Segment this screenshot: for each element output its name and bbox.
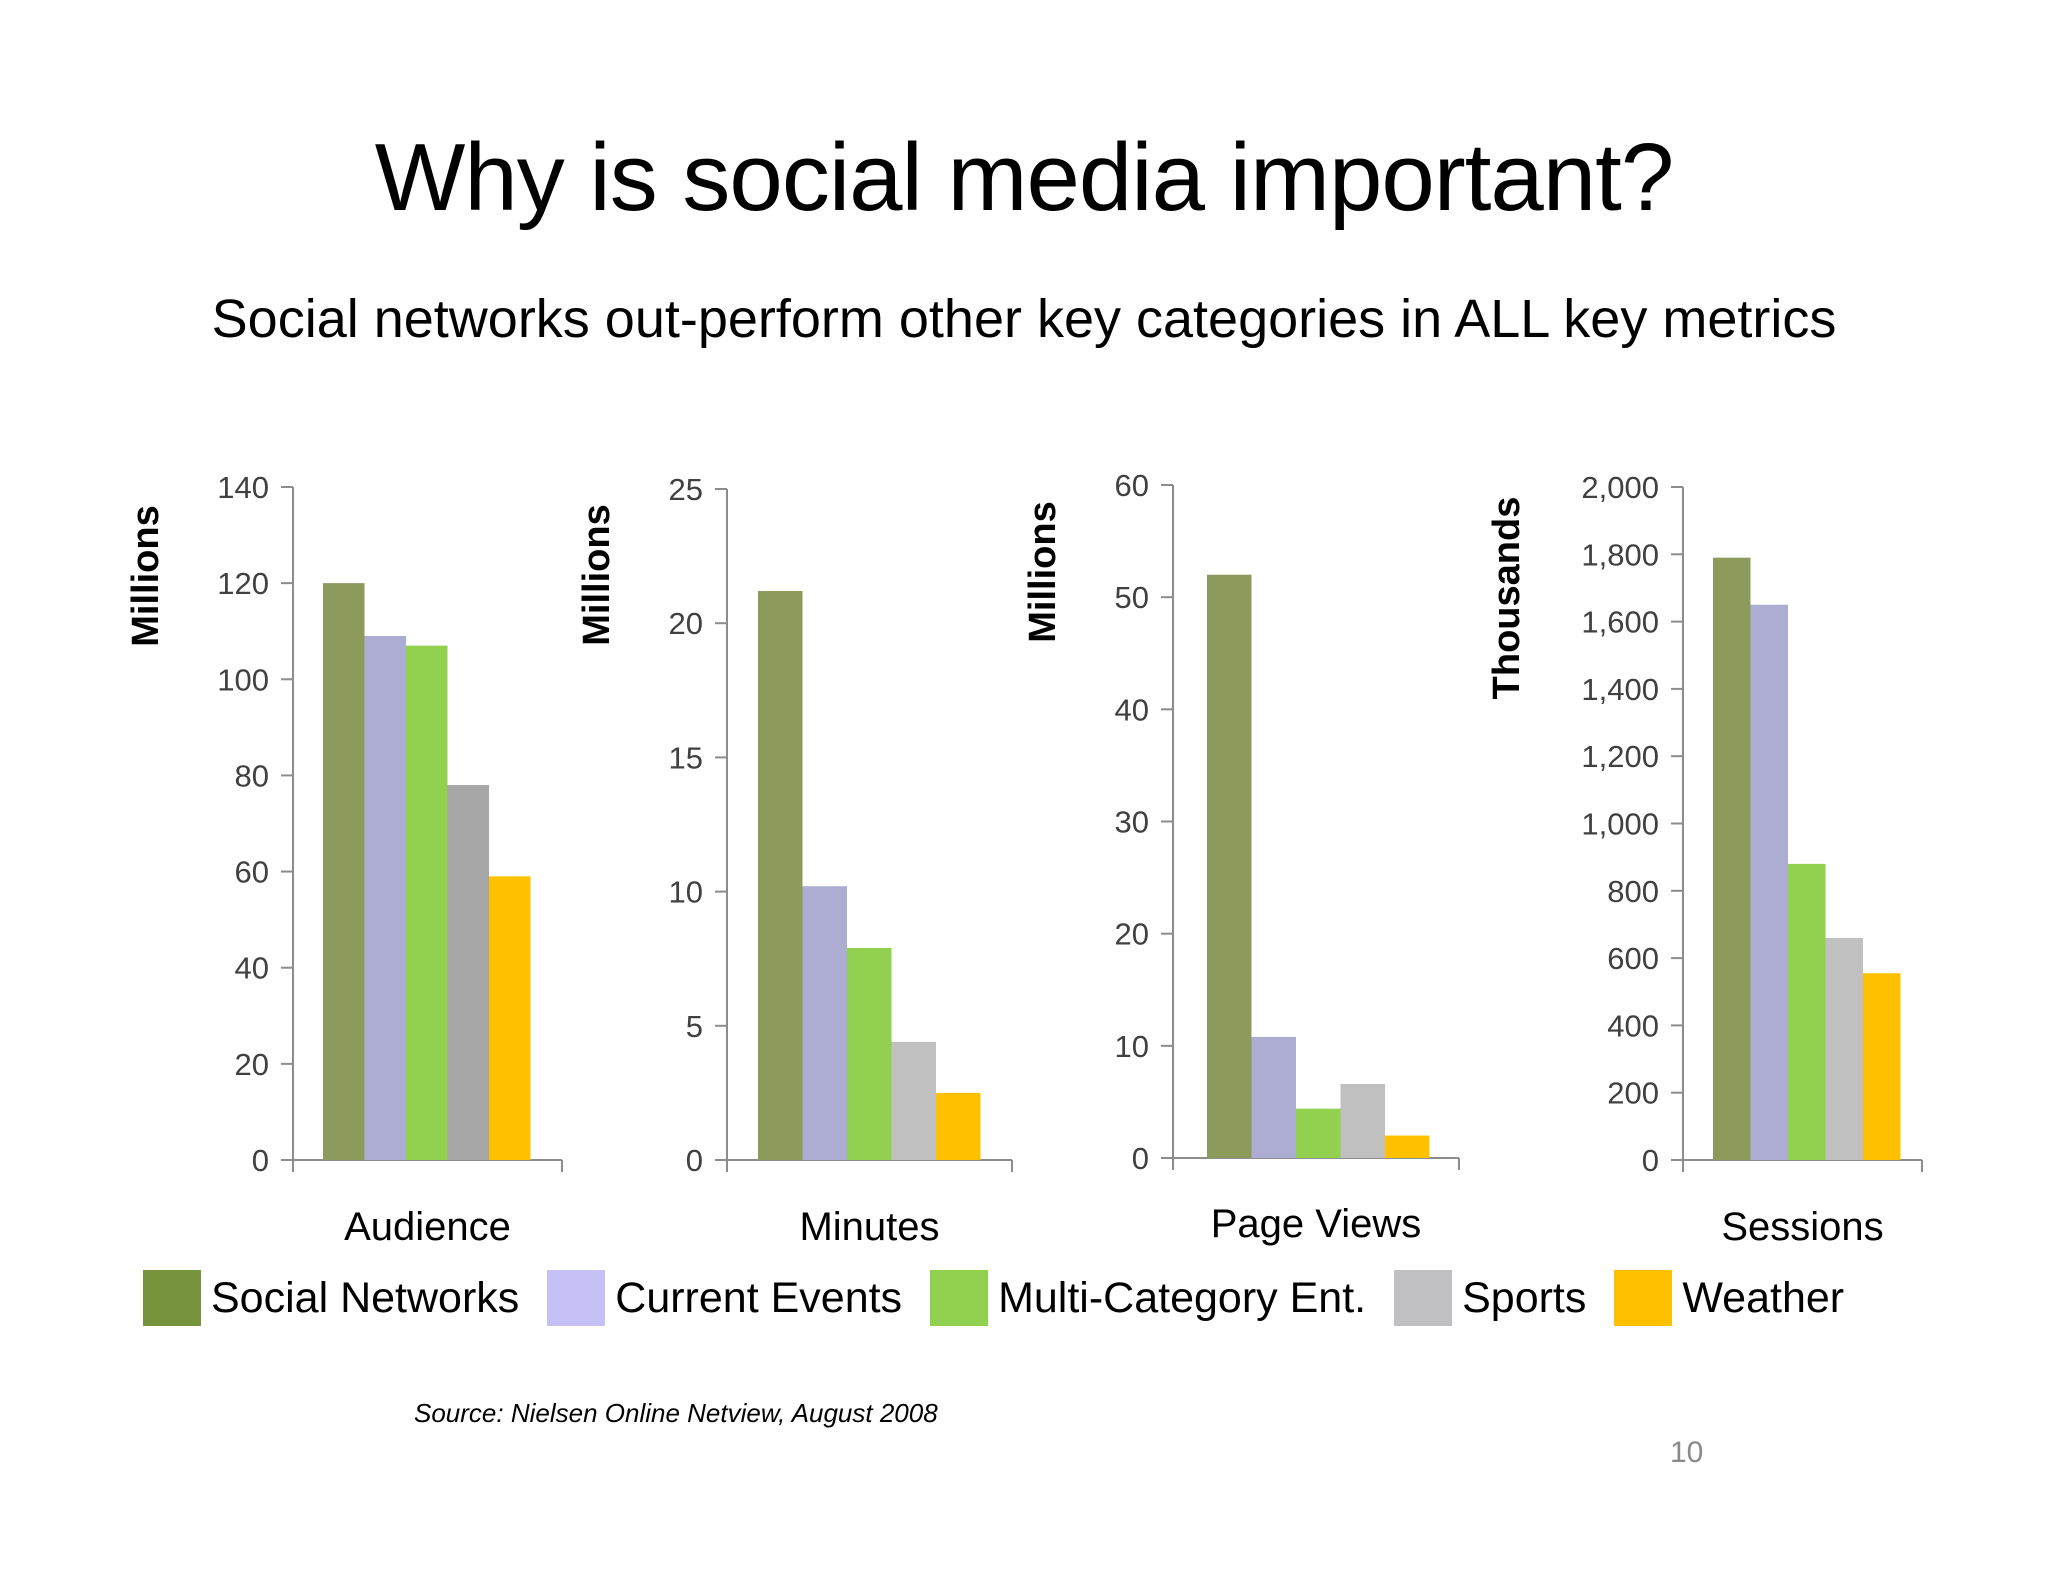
bar-social-networks bbox=[1207, 574, 1252, 1158]
y-tick-label: 100 bbox=[217, 662, 269, 697]
bar-current-events bbox=[1251, 1036, 1296, 1158]
y-tick-label: 20 bbox=[1115, 917, 1149, 952]
y-tick-label: 1,400 bbox=[1581, 672, 1659, 707]
legend-label: Multi-Category Ent. bbox=[998, 1273, 1367, 1322]
bar-social-networks bbox=[323, 583, 365, 1160]
y-axis-title: Millions bbox=[1022, 501, 1064, 642]
y-tick-label: 30 bbox=[1115, 805, 1149, 840]
legend-label: Social Networks bbox=[211, 1273, 520, 1322]
y-tick-label: 140 bbox=[217, 470, 269, 505]
legend-swatch bbox=[547, 1270, 606, 1326]
y-tick-label: 60 bbox=[235, 855, 269, 890]
page-number: 10 bbox=[1670, 1436, 1704, 1469]
bar-weather bbox=[489, 876, 531, 1160]
y-tick-label: 400 bbox=[1607, 1008, 1659, 1043]
bar-social-networks bbox=[1713, 557, 1751, 1160]
x-axis-title: Audience bbox=[344, 1205, 511, 1249]
y-tick-label: 200 bbox=[1607, 1076, 1659, 1111]
y-tick-label: 10 bbox=[669, 875, 703, 910]
y-tick-label: 2,000 bbox=[1581, 470, 1659, 505]
y-tick-label: 0 bbox=[1132, 1141, 1149, 1176]
y-tick-label: 10 bbox=[1115, 1029, 1149, 1064]
y-axis-title: Thousands bbox=[1486, 497, 1528, 700]
bar-current-events bbox=[1750, 604, 1788, 1160]
bar-sports bbox=[1825, 937, 1863, 1160]
legend-swatch bbox=[930, 1270, 989, 1326]
y-tick-label: 0 bbox=[1642, 1143, 1659, 1178]
bar-weather bbox=[1863, 973, 1901, 1160]
legend-item-current-events: Current Events bbox=[547, 1270, 902, 1326]
y-tick-label: 1,200 bbox=[1581, 739, 1659, 774]
bar-multi-category-ent bbox=[847, 947, 892, 1160]
y-tick-label: 5 bbox=[686, 1009, 703, 1044]
y-tick-label: 1,600 bbox=[1581, 605, 1659, 640]
slide-title: Why is social media important? bbox=[374, 124, 1674, 231]
bar-sports bbox=[447, 785, 489, 1160]
x-axis-title: Sessions bbox=[1721, 1205, 1883, 1249]
bar-sports bbox=[1340, 1083, 1385, 1158]
y-tick-label: 60 bbox=[1115, 468, 1149, 503]
bar-social-networks bbox=[758, 590, 803, 1160]
y-tick-label: 1,000 bbox=[1581, 807, 1659, 842]
y-tick-label: 0 bbox=[252, 1143, 269, 1178]
bar-current-events bbox=[364, 636, 406, 1160]
bar-weather bbox=[1385, 1135, 1430, 1158]
y-tick-label: 15 bbox=[669, 740, 703, 775]
legend-swatch bbox=[1394, 1270, 1453, 1326]
y-tick-label: 120 bbox=[217, 566, 269, 601]
legend-label: Current Events bbox=[615, 1273, 903, 1322]
y-tick-label: 80 bbox=[235, 758, 269, 793]
x-axis-title: Page Views bbox=[1211, 1202, 1422, 1246]
legend-label: Weather bbox=[1682, 1273, 1845, 1322]
bar-multi-category-ent bbox=[406, 645, 448, 1160]
y-tick-label: 50 bbox=[1115, 580, 1149, 615]
y-tick-label: 20 bbox=[669, 606, 703, 641]
legend: Social Networks Current Events Multi-Cat… bbox=[143, 1270, 1872, 1326]
y-tick-label: 0 bbox=[686, 1143, 703, 1178]
y-axis-title: Millions bbox=[576, 504, 618, 645]
bar-weather bbox=[936, 1092, 981, 1160]
legend-item-sports: Sports bbox=[1394, 1270, 1586, 1326]
y-tick-label: 600 bbox=[1607, 941, 1659, 976]
y-axis-title: Millions bbox=[125, 505, 167, 646]
legend-label: Sports bbox=[1462, 1273, 1587, 1322]
y-tick-label: 1,800 bbox=[1581, 537, 1659, 572]
source-note: Source: Nielsen Online Netview, August 2… bbox=[414, 1398, 938, 1428]
y-tick-label: 40 bbox=[1115, 692, 1149, 727]
bar-multi-category-ent bbox=[1788, 863, 1826, 1160]
y-tick-label: 20 bbox=[235, 1047, 269, 1082]
slide-subtitle: Social networks out-perform other key ca… bbox=[211, 289, 1837, 349]
legend-item-weather: Weather bbox=[1614, 1270, 1844, 1326]
y-tick-label: 25 bbox=[669, 472, 703, 507]
bar-sports bbox=[891, 1041, 936, 1160]
bar-current-events bbox=[802, 886, 847, 1160]
x-axis-title: Minutes bbox=[799, 1205, 939, 1249]
y-tick-label: 800 bbox=[1607, 874, 1659, 909]
bar-multi-category-ent bbox=[1296, 1108, 1341, 1158]
y-tick-label: 40 bbox=[235, 951, 269, 986]
legend-item-multi-category: Multi-Category Ent. bbox=[930, 1270, 1366, 1326]
legend-item-social-networks: Social Networks bbox=[143, 1270, 519, 1326]
legend-swatch bbox=[1614, 1270, 1673, 1326]
legend-swatch bbox=[143, 1270, 201, 1326]
